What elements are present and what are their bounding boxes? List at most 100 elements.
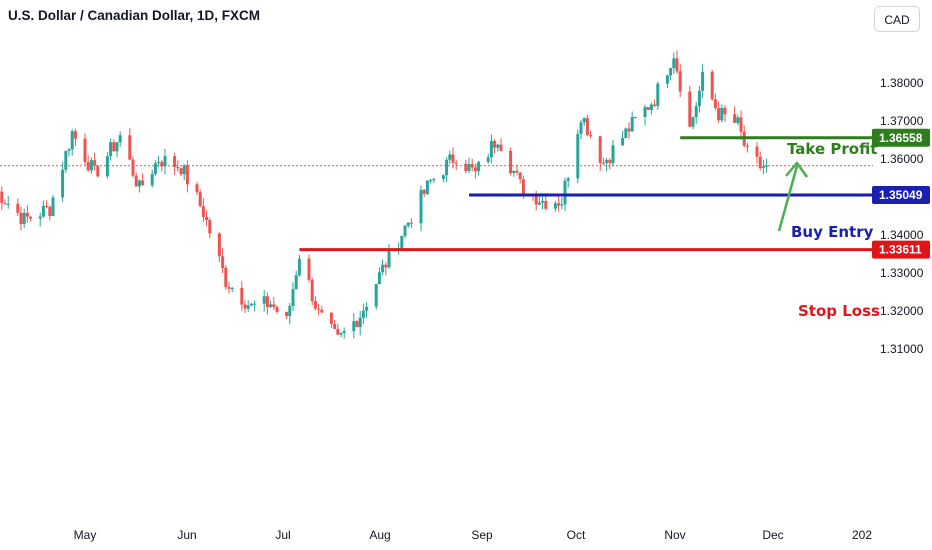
candle-body — [477, 161, 481, 172]
candle-body — [646, 107, 650, 111]
candle-body — [745, 145, 749, 147]
candle-body — [585, 118, 589, 136]
stop-loss-price-badge: 1.33611 — [872, 240, 930, 259]
candle-body — [265, 296, 269, 308]
y-tick-label: 1.32000 — [880, 304, 924, 318]
candle-body — [611, 145, 615, 164]
candle-body — [198, 192, 202, 207]
svg-text:1.36558: 1.36558 — [879, 131, 923, 145]
candle-body — [643, 107, 647, 118]
candle-body — [201, 206, 205, 217]
candle-body — [717, 107, 721, 121]
candle-body — [307, 258, 311, 280]
candle-body — [653, 104, 657, 106]
candle-body — [275, 307, 279, 312]
candle-body — [758, 156, 762, 169]
candle-body — [153, 163, 157, 174]
candle-body — [486, 157, 490, 162]
candle-body — [448, 154, 452, 160]
candle-body — [656, 83, 660, 106]
candle-body — [67, 149, 71, 151]
candle-body — [41, 206, 45, 217]
candle-body — [342, 331, 346, 333]
candle-body — [89, 160, 93, 171]
candle-body — [205, 216, 209, 220]
candle-body — [118, 135, 122, 143]
candle-body — [377, 272, 381, 285]
candle-body — [697, 90, 701, 107]
currency-button[interactable]: CAD — [874, 6, 920, 32]
candle-body — [422, 189, 426, 194]
candle-body — [512, 170, 516, 174]
candle-body — [576, 134, 580, 179]
candle-body — [150, 173, 154, 186]
candle-body — [630, 116, 634, 132]
candle-body — [51, 197, 55, 217]
svg-text:1.35049: 1.35049 — [879, 188, 923, 202]
candle-body — [493, 140, 497, 148]
candle-body — [608, 160, 612, 164]
candle-body — [509, 150, 513, 174]
candle-body — [381, 264, 385, 273]
candle-body — [141, 180, 145, 186]
candle-body — [627, 128, 631, 132]
x-tick-label: Dec — [762, 528, 783, 542]
candle-body — [649, 104, 653, 111]
candle-body — [70, 131, 74, 150]
x-tick-label: Jun — [177, 528, 196, 542]
candle-body — [582, 118, 586, 123]
candle-body — [288, 306, 292, 317]
candle-body — [454, 162, 458, 164]
candle-body — [262, 296, 266, 304]
price-axis[interactable]: 1.380001.370001.360001.350001.340001.330… — [880, 76, 924, 356]
candle-body — [755, 146, 759, 157]
candle-body — [109, 142, 113, 157]
candle-body — [64, 150, 68, 170]
candle-body — [249, 303, 253, 306]
candle-body — [185, 165, 189, 185]
candle-body — [361, 310, 365, 318]
candle-body — [675, 58, 679, 72]
candle-body — [358, 317, 362, 328]
candle-body — [467, 164, 471, 171]
candle-body — [765, 165, 769, 167]
take-profit-price-badge: 1.36558 — [872, 128, 930, 147]
candle-body — [557, 203, 561, 206]
candle-body — [403, 225, 407, 236]
candle-body — [694, 106, 698, 118]
candle-body — [515, 170, 519, 173]
candle-body — [19, 212, 23, 224]
candle-body — [739, 117, 743, 132]
candle-body — [723, 108, 727, 115]
candle-body — [429, 180, 433, 182]
time-axis[interactable]: May Jun Jul Aug Sep Oct Nov Dec 202 — [74, 528, 873, 542]
candle-body — [221, 256, 225, 268]
candle-body — [470, 164, 474, 168]
candle-body — [589, 135, 593, 137]
candle-body — [128, 135, 132, 160]
take-profit-label: Take Profit — [787, 140, 877, 158]
x-tick-label: Aug — [369, 528, 390, 542]
candle-body — [297, 258, 301, 276]
candle-body — [285, 311, 289, 317]
candle-body — [441, 175, 445, 179]
candle-body — [310, 279, 314, 302]
candle-body — [419, 189, 423, 224]
candle-body — [496, 144, 500, 148]
candle-body — [409, 222, 413, 224]
candle-body — [736, 117, 740, 123]
candle-body — [563, 180, 567, 205]
candle-body — [624, 128, 628, 138]
candle-body — [86, 162, 90, 171]
y-tick-label: 1.34000 — [880, 228, 924, 242]
candle-body — [73, 131, 77, 139]
candle-body — [605, 160, 609, 164]
candle-body — [365, 306, 369, 311]
candle-body — [157, 162, 161, 164]
y-tick-label: 1.33000 — [880, 266, 924, 280]
candle-body — [137, 180, 141, 187]
candle-body — [336, 328, 340, 335]
candle-body — [131, 159, 135, 176]
candle-body — [691, 117, 695, 127]
